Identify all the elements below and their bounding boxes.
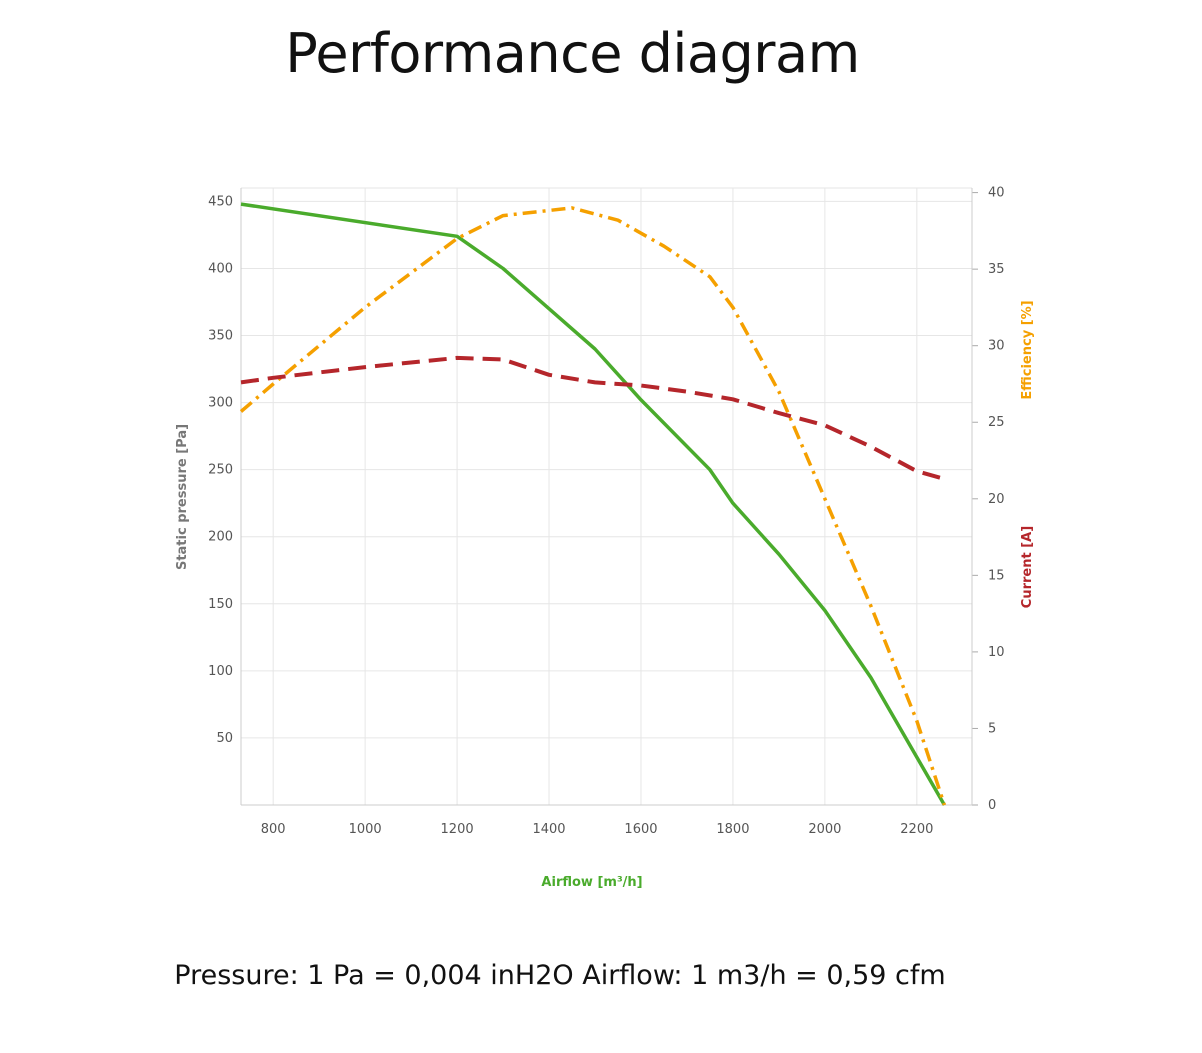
y-right-tick-label: 30: [988, 339, 1005, 354]
page-title: Performance diagram: [285, 22, 860, 85]
y-left-tick-label: 50: [216, 731, 233, 746]
x-tick-label: 2200: [900, 822, 933, 837]
y-axis-right-current-title: Current [A]: [1020, 526, 1035, 608]
x-tick-label: 1200: [441, 822, 474, 837]
tick-labels: 800 1000 1200 1400 1600 1800 2000 2200501001502…: [208, 186, 1004, 837]
y-right-tick-label: 40: [988, 186, 1005, 201]
y-right-tick-label: 10: [988, 645, 1005, 660]
x-tick-label: 2000: [808, 822, 841, 837]
y-left-tick-label: 100: [208, 664, 233, 679]
plot-background: [241, 188, 972, 805]
y-left-tick-label: 450: [208, 194, 233, 209]
y-right-tick-label: 20: [988, 492, 1005, 507]
y-axis-right-efficiency-title: Efficiency [%]: [1020, 300, 1035, 399]
y-left-tick-label: 300: [208, 396, 233, 411]
series-layer: [239, 202, 947, 806]
x-tick-label: 800: [261, 822, 286, 837]
y-left-tick-label: 400: [208, 261, 233, 276]
current-line: [240, 355, 945, 481]
x-axis-title: Airflow [m³/h]: [541, 875, 642, 890]
x-tick-label: 1400: [532, 822, 565, 837]
efficiency-line: [239, 206, 947, 806]
y-axis-left-title: Static pressure [Pa]: [175, 424, 190, 570]
y-right-tick-label: 0: [988, 798, 996, 813]
y-right-tick-label: 35: [988, 262, 1005, 277]
x-tick-label: 1600: [624, 822, 657, 837]
y-left-tick-label: 200: [208, 530, 233, 545]
y-left-tick-label: 250: [208, 463, 233, 478]
y-right-tick-label: 5: [988, 721, 996, 736]
static-pressure-line: [240, 202, 946, 806]
axes: [240, 188, 978, 806]
x-tick-label: 1000: [349, 822, 382, 837]
y-left-tick-label: 150: [208, 597, 233, 612]
grid: [241, 187, 972, 805]
x-tick-label: 1800: [716, 822, 749, 837]
unit-conversion-footnote: Pressure: 1 Pa = 0,004 inH2O Airflow: 1 …: [174, 960, 946, 991]
y-right-tick-label: 15: [988, 568, 1005, 583]
y-left-tick-label: 350: [208, 329, 233, 344]
y-right-tick-label: 25: [988, 415, 1005, 430]
